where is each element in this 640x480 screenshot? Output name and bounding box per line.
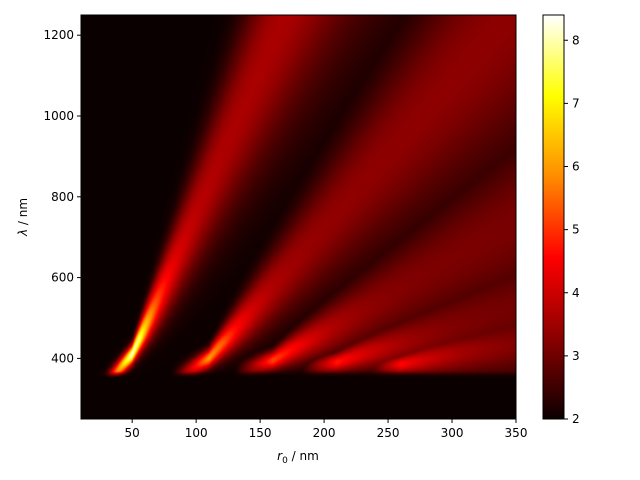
y-axis-symbol: λ bbox=[16, 229, 30, 237]
x-axis-label: r0 / nm bbox=[277, 449, 319, 466]
x-axis-unit: / nm bbox=[288, 449, 319, 463]
x-axis-subscript: 0 bbox=[282, 456, 288, 466]
x-tick-label: 200 bbox=[313, 426, 336, 440]
colorbar-tick-label: 7 bbox=[572, 96, 580, 110]
y-tick-label: 400 bbox=[51, 351, 74, 365]
colorbar-tick-label: 6 bbox=[572, 160, 580, 174]
y-tick-label: 1200 bbox=[43, 28, 74, 42]
x-tick-label: 50 bbox=[125, 426, 140, 440]
x-tick-label: 100 bbox=[185, 426, 208, 440]
x-tick-label: 250 bbox=[377, 426, 400, 440]
colorbar-tick-label: 8 bbox=[572, 33, 580, 47]
plot-area bbox=[80, 14, 517, 420]
colorbar-frame bbox=[542, 14, 565, 420]
heatmap-image-holder bbox=[81, 15, 516, 419]
colorbar: 2 3 4 5 6 7 8 bbox=[542, 14, 580, 426]
heatmap-image bbox=[81, 15, 516, 419]
x-axis-ticks: 50 100 150 200 250 300 350 bbox=[125, 419, 528, 440]
plot-frame bbox=[80, 14, 517, 420]
colorbar-fill bbox=[543, 15, 564, 419]
colorbar-tick-label: 4 bbox=[572, 286, 580, 300]
colorbar-tick-label: 2 bbox=[572, 412, 580, 426]
x-tick-label: 350 bbox=[505, 426, 528, 440]
colorbar-tick-label: 3 bbox=[572, 349, 580, 363]
y-axis-unit: / nm bbox=[16, 198, 30, 229]
x-tick-label: 150 bbox=[249, 426, 272, 440]
y-tick-label: 600 bbox=[51, 271, 74, 285]
colorbar-ticks: 2 3 4 5 6 7 8 bbox=[564, 33, 580, 426]
y-axis-ticks: 400 600 800 1000 1200 bbox=[43, 28, 81, 365]
colorbar-tick-label: 5 bbox=[572, 223, 580, 237]
y-tick-label: 1000 bbox=[43, 109, 74, 123]
y-tick-label: 800 bbox=[51, 190, 74, 204]
y-axis-label: λ / nm bbox=[16, 198, 30, 237]
x-axis-symbol: r bbox=[277, 449, 283, 463]
x-tick-label: 300 bbox=[441, 426, 464, 440]
